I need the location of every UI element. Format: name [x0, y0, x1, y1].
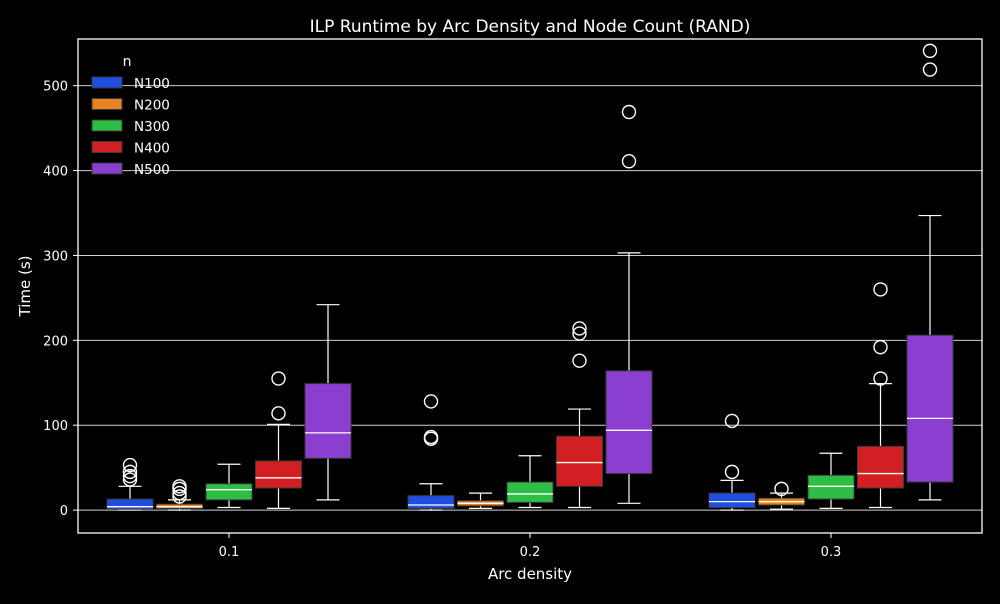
legend-label-n400: N400 [134, 141, 170, 157]
y-axis-label: Time (s) [16, 256, 34, 318]
box [906, 334, 954, 483]
outlier-point [423, 394, 439, 409]
legend-label-n500: N500 [134, 162, 170, 178]
y-tick-label: 0 [60, 504, 68, 519]
legend: n N100 N200 N300 N400 N500 [91, 54, 170, 178]
outlier-point [621, 154, 637, 169]
x-tick-label: 0.3 [821, 545, 842, 560]
outlier-point [172, 479, 187, 494]
outlier-point [122, 464, 138, 480]
plot-area [106, 43, 954, 511]
plot-frame [77, 38, 983, 534]
legend-swatch-n300 [91, 119, 123, 132]
outlier-point [122, 472, 138, 487]
outlier-point [572, 353, 587, 368]
series-n500 [304, 43, 954, 504]
legend-title: n [123, 54, 132, 70]
box [708, 492, 756, 509]
outlier-point [922, 62, 938, 77]
box [506, 481, 554, 503]
outlier-point [172, 485, 187, 501]
box [407, 495, 455, 509]
box [106, 498, 154, 510]
y-tick-label: 200 [43, 334, 68, 349]
legend-swatch-n100 [91, 76, 123, 89]
outlier-point [922, 43, 938, 59]
y-tick-label: 100 [43, 419, 68, 434]
box [605, 370, 653, 475]
chart-title: ILP Runtime by Arc Density and Node Coun… [310, 17, 751, 37]
grid-lines [78, 85, 982, 511]
outlier-point [873, 371, 888, 386]
outlier-point [873, 339, 888, 355]
outlier-point [271, 371, 286, 386]
legend-label-n100: N100 [134, 76, 170, 92]
box [556, 435, 603, 487]
outlier-point [572, 321, 587, 336]
outlier-point [122, 468, 138, 484]
axes: 0 100 200 300 400 500 0.1 0.2 0.3 [43, 80, 841, 560]
x-tick-label: 0.1 [219, 545, 240, 560]
legend-swatch-n500 [91, 162, 123, 175]
legend-swatch-n200 [91, 98, 123, 110]
box [304, 383, 352, 459]
box [205, 483, 253, 501]
outlier-point [774, 481, 789, 497]
outlier-point [271, 406, 286, 421]
series-n200 [156, 479, 805, 511]
box [807, 474, 855, 500]
outlier-point [423, 429, 439, 445]
y-tick-label: 500 [43, 80, 68, 95]
y-tick-label: 400 [43, 165, 68, 180]
box [857, 445, 904, 489]
x-tick-label: 0.2 [520, 545, 541, 560]
series-n300 [205, 452, 855, 509]
outlier-point [873, 282, 888, 297]
box [255, 460, 302, 489]
legend-label-n200: N200 [134, 98, 170, 114]
outlier-point [621, 104, 637, 120]
series-n100 [106, 394, 756, 511]
outlier-point [724, 464, 740, 480]
y-tick-label: 300 [43, 249, 68, 264]
outlier-point [572, 326, 587, 341]
legend-label-n300: N300 [134, 119, 170, 135]
x-axis-label: Arc density [488, 565, 572, 583]
outlier-point [724, 413, 740, 429]
outlier-point [172, 489, 187, 504]
legend-swatch-n400 [91, 141, 123, 153]
series-n400 [255, 282, 904, 509]
outlier-point [122, 457, 138, 473]
